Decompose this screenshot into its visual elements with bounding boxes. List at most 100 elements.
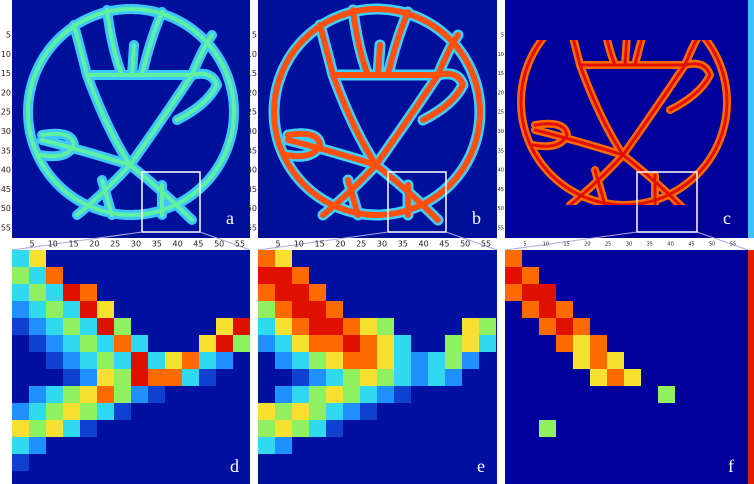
pixel	[275, 318, 292, 335]
panel-c: c	[505, 0, 748, 238]
y-tick-label: 5	[501, 33, 504, 39]
pixel	[97, 352, 114, 369]
pixel	[46, 352, 63, 369]
pixel	[292, 335, 309, 352]
pixel	[394, 352, 411, 369]
pixel	[165, 369, 182, 386]
y-tick-label: 45	[1, 185, 11, 194]
pixel	[445, 352, 462, 369]
x-tick-label: 20	[89, 240, 99, 249]
pixel	[505, 250, 522, 267]
pixel	[63, 335, 80, 352]
mask	[505, 0, 748, 40]
pixel	[539, 301, 556, 318]
y-tick-label: 20	[247, 88, 257, 97]
pixel	[258, 403, 275, 420]
pixel	[148, 386, 165, 403]
y-tick-label: 5	[252, 31, 257, 40]
pixel	[12, 318, 29, 335]
pixel	[12, 267, 29, 284]
pixel	[29, 386, 46, 403]
pixel	[462, 352, 479, 369]
pixel	[29, 420, 46, 437]
pixel	[556, 301, 573, 318]
pixel	[131, 335, 148, 352]
pixel	[131, 352, 148, 369]
pixel	[63, 369, 80, 386]
pixel	[658, 386, 675, 403]
pixel	[462, 318, 479, 335]
x-tick-label: 10	[294, 240, 304, 249]
x-tick-label: 5	[29, 240, 34, 249]
pixel	[275, 267, 292, 284]
x-tick-label: 5	[275, 240, 280, 249]
x-tick-label: 35	[398, 240, 408, 249]
y-tick-label: 50	[498, 206, 504, 212]
pixel	[326, 301, 343, 318]
pixel	[377, 335, 394, 352]
pixel	[411, 369, 428, 386]
pixel	[394, 386, 411, 403]
pixel	[573, 335, 590, 352]
pixel	[275, 437, 292, 454]
pixel	[522, 301, 539, 318]
x-tick-label: 25	[605, 242, 611, 248]
pixel	[360, 352, 377, 369]
x-tick-label: 45	[193, 240, 203, 249]
x-tick-label: 10	[543, 242, 549, 248]
pixel	[522, 284, 539, 301]
pixel	[275, 335, 292, 352]
pixel	[556, 318, 573, 335]
pixel	[428, 369, 445, 386]
pixel	[343, 352, 360, 369]
pixel	[46, 301, 63, 318]
y-tick-label: 10	[498, 52, 504, 58]
pixel	[258, 301, 275, 318]
pixel	[80, 301, 97, 318]
pixel	[12, 284, 29, 301]
pixel	[309, 284, 326, 301]
pixel	[445, 335, 462, 352]
pixel	[12, 403, 29, 420]
x-tick-label: 15	[563, 242, 569, 248]
x-tick-label: 40	[667, 242, 673, 248]
pixel	[360, 318, 377, 335]
pixel	[12, 454, 29, 471]
pixel	[46, 284, 63, 301]
y-tick-label: 15	[247, 69, 257, 78]
pixel	[292, 386, 309, 403]
panel-a: a	[12, 0, 250, 238]
y-tick-label: 30	[498, 129, 504, 135]
pixel	[29, 267, 46, 284]
pixel	[624, 369, 641, 386]
x-tick-label: 50	[214, 240, 224, 249]
pixel	[326, 420, 343, 437]
x-tick-label: 55	[481, 240, 491, 249]
pixel	[199, 335, 216, 352]
pixel	[80, 420, 97, 437]
pixel	[46, 386, 63, 403]
pixel	[556, 335, 573, 352]
pixel	[326, 386, 343, 403]
pixel	[428, 352, 445, 369]
pixel	[292, 420, 309, 437]
pixel	[216, 352, 233, 369]
pixel	[97, 369, 114, 386]
y-tick-label: 50	[247, 204, 257, 213]
pixel	[573, 352, 590, 369]
pixel	[148, 352, 165, 369]
pixel	[258, 420, 275, 437]
pixel	[309, 420, 326, 437]
pixel	[343, 318, 360, 335]
pixel	[258, 318, 275, 335]
pixel	[148, 369, 165, 386]
pixel	[309, 386, 326, 403]
x-tick-label: 45	[439, 240, 449, 249]
pixel	[309, 301, 326, 318]
pixel	[131, 386, 148, 403]
pixel	[539, 420, 556, 437]
pixel	[377, 318, 394, 335]
pixel	[29, 301, 46, 318]
y-tick-label: 45	[247, 185, 257, 194]
pixel	[199, 369, 216, 386]
